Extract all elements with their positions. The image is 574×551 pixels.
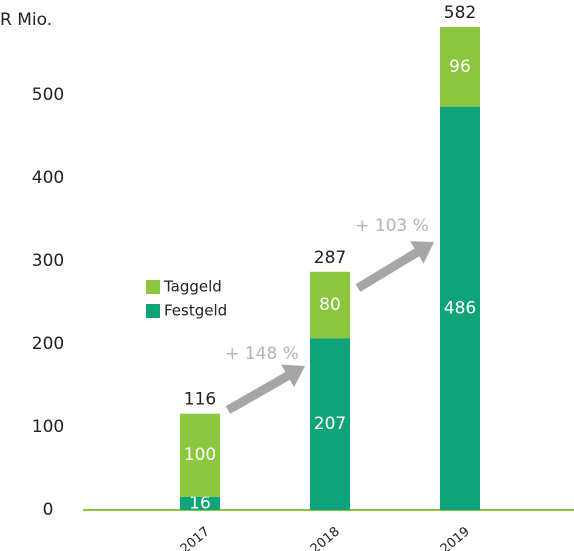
growth-annotation: + 148 % [225, 344, 299, 364]
value-label: 207 [314, 414, 346, 434]
total-label: 582 [444, 3, 476, 23]
bar-segment [440, 106, 480, 511]
y-tick-label: 400 [32, 168, 64, 188]
total-label: 116 [184, 390, 216, 410]
value-label: 16 [189, 493, 211, 513]
value-label: 486 [444, 298, 476, 318]
chart-title: R Mio. [0, 10, 52, 30]
growth-annotation: + 103 % [355, 216, 429, 236]
y-tick-label: 200 [32, 334, 64, 354]
bar-segment [180, 413, 220, 497]
bar-segment [310, 271, 350, 339]
bar-segment [310, 338, 350, 510]
value-label: 96 [449, 57, 471, 77]
x-tick-label: 2017 [178, 524, 213, 551]
x-tick-label: 2019 [438, 524, 473, 551]
value-label: 80 [319, 295, 341, 315]
y-tick-label: 300 [32, 251, 64, 271]
arrow-head [410, 241, 434, 264]
legend-swatch [146, 304, 160, 318]
legend-swatch [146, 280, 160, 294]
y-tick-label: 500 [32, 85, 64, 105]
total-label: 287 [314, 248, 346, 268]
legend-label: Taggeld [163, 278, 222, 296]
bar-segment [440, 26, 480, 107]
value-label: 100 [184, 445, 216, 465]
legend-label: Festgeld [164, 302, 227, 320]
bar-segment [180, 496, 220, 510]
arrow-shaft [225, 372, 290, 414]
y-tick-label: 100 [32, 417, 64, 437]
arrow-shaft [355, 248, 420, 292]
x-tick-label: 2018 [308, 524, 343, 551]
arrow-head [281, 364, 305, 388]
y-tick-label: 0 [43, 500, 54, 520]
